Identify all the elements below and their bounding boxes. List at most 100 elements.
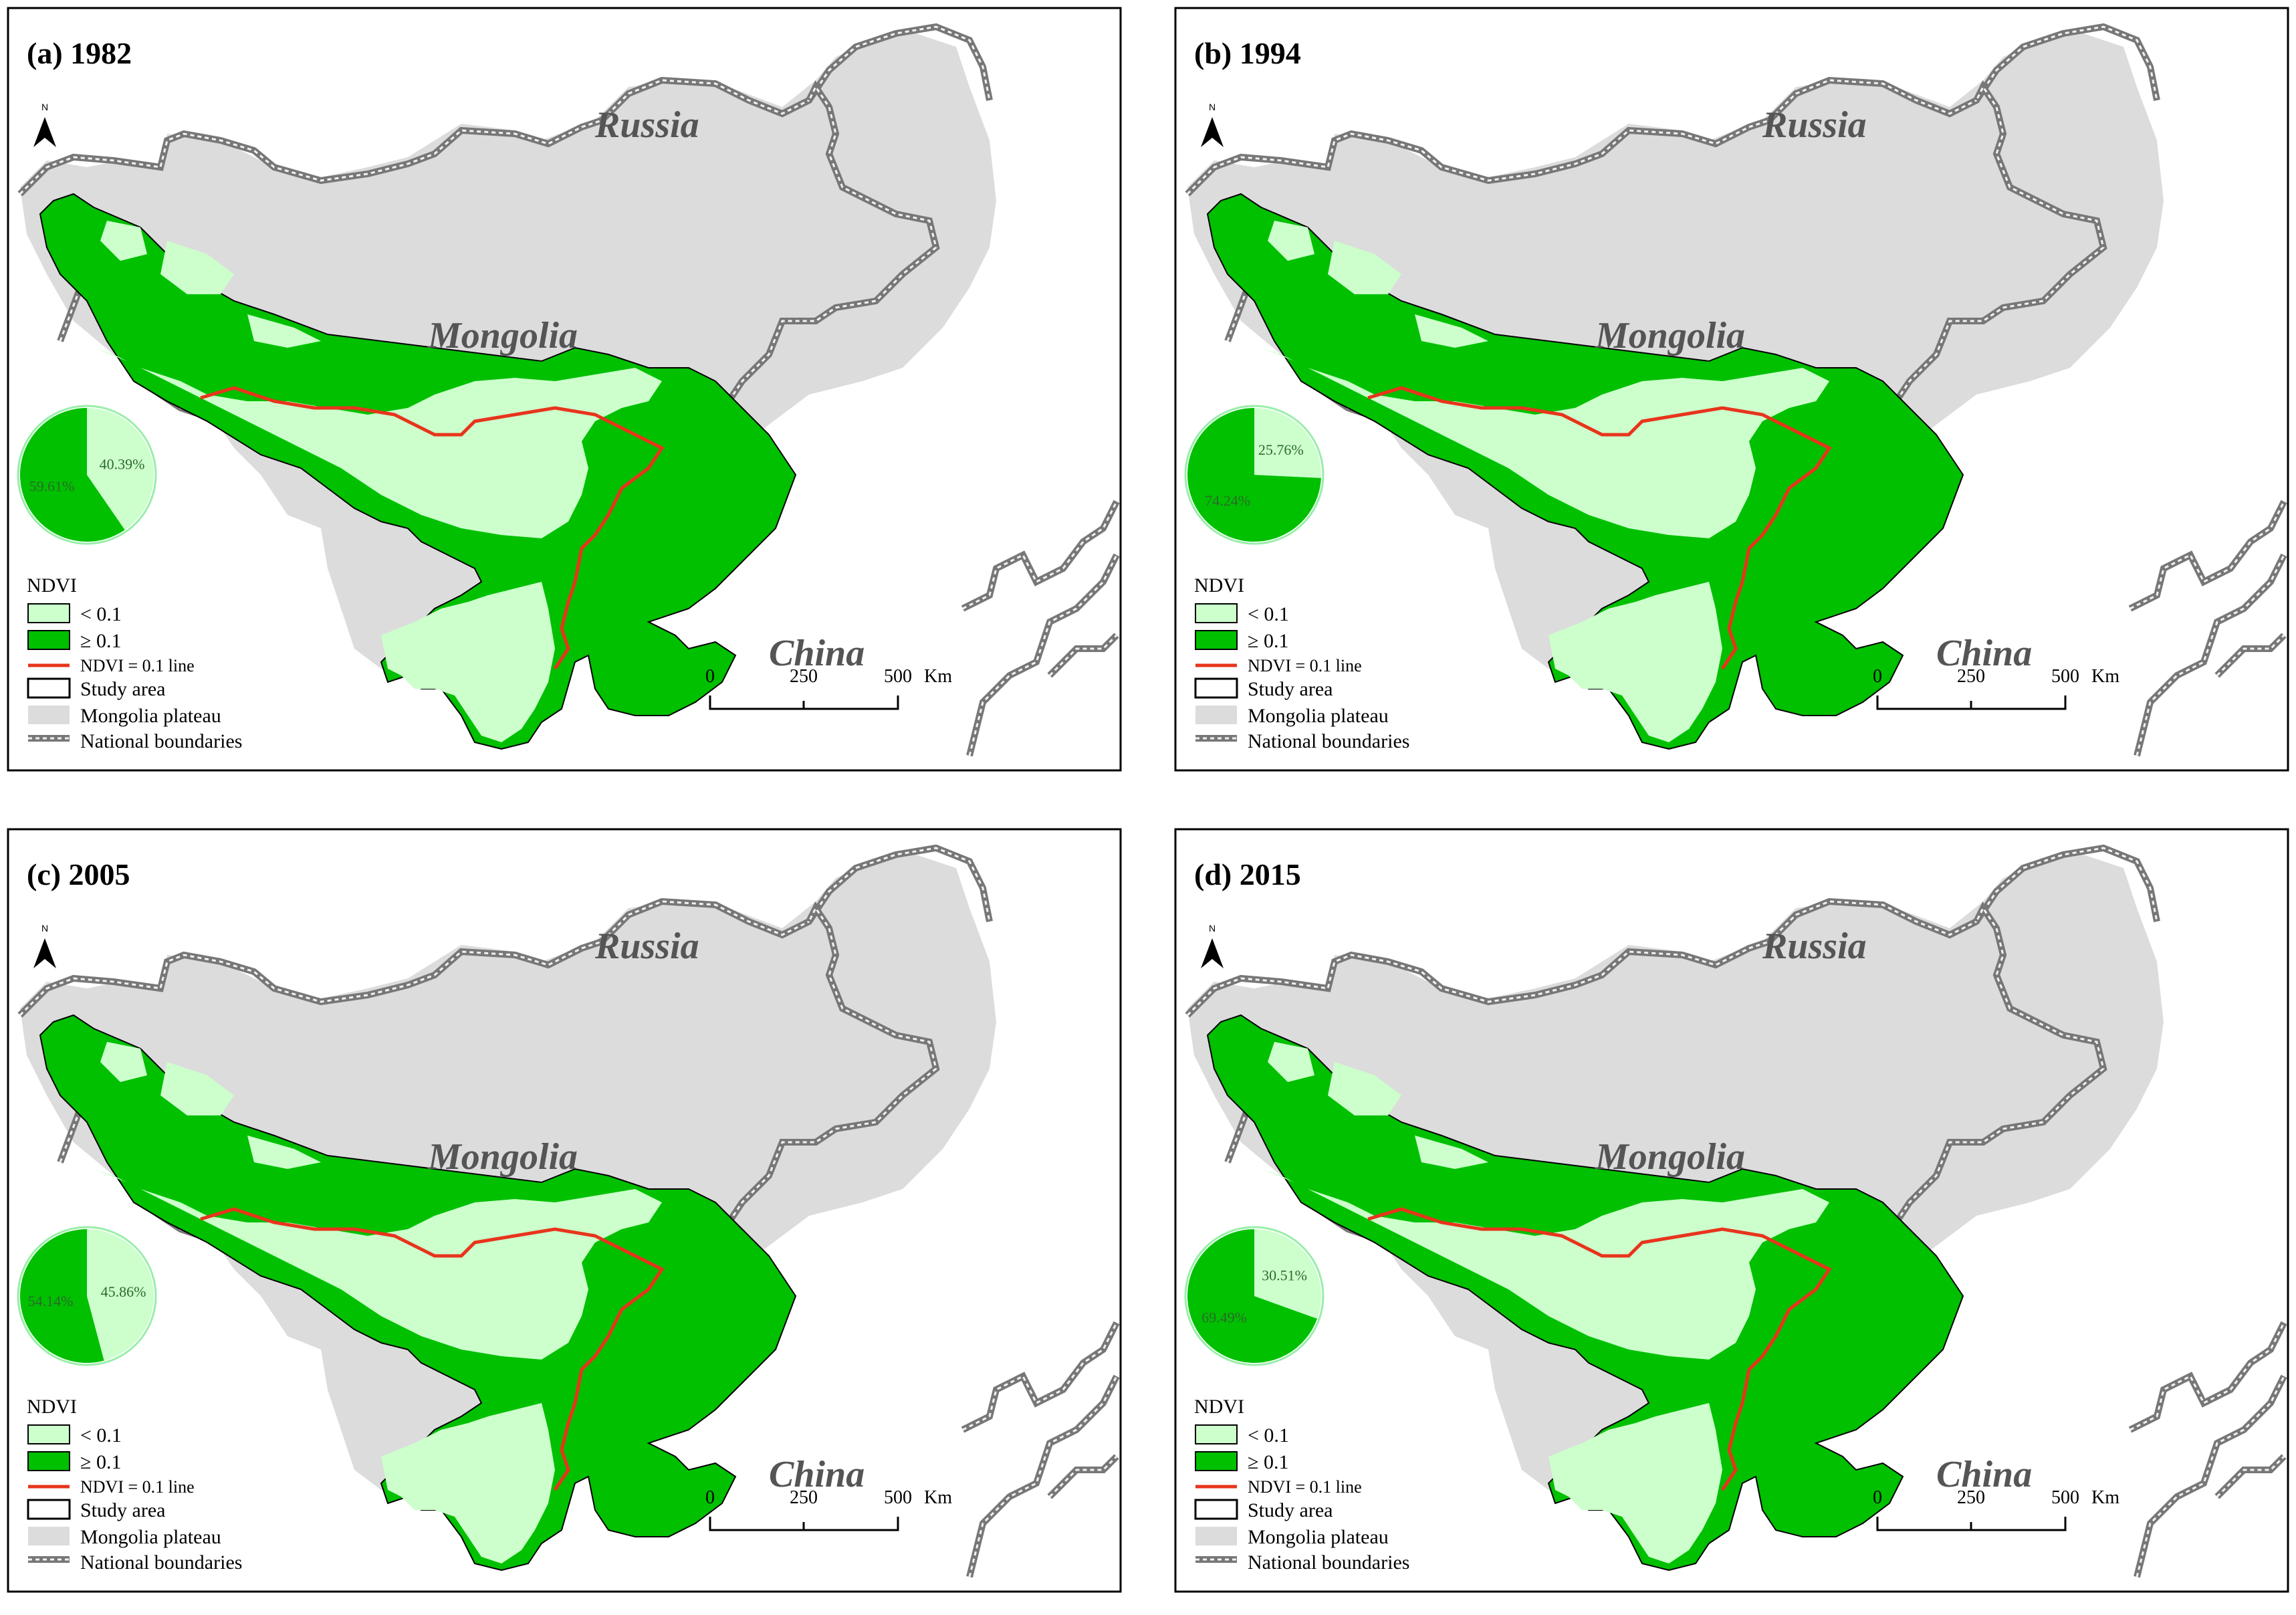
pie-label-high: 74.24%	[1205, 492, 1250, 509]
legend-study-label: Study area	[80, 678, 165, 700]
legend-high-swatch	[1195, 1451, 1238, 1471]
label-russia: Russia	[1762, 104, 1867, 146]
mongolia-plateau-area	[1187, 855, 2164, 1497]
mongolia-plateau-area	[1187, 33, 2164, 675]
legend-boundary-label: National boundaries	[1248, 730, 1409, 752]
north-arrow-icon	[1201, 117, 1224, 147]
pie-slice-high	[1187, 1229, 1318, 1363]
scale-unit: Km	[2091, 666, 2119, 687]
legend-plateau-swatch	[1195, 706, 1237, 724]
legend-title: NDVI	[1194, 1396, 1244, 1418]
scale-tick-500: 500	[2051, 1487, 2079, 1508]
map-svg: Russia Mongolia China (d) 2015 N 30.51% …	[1174, 828, 2289, 1593]
nw-low-patches	[1268, 221, 1488, 348]
legend-title: NDVI	[27, 574, 77, 597]
legend-boundary-label: National boundaries	[80, 730, 242, 752]
legend-plateau-label: Mongolia plateau	[1248, 705, 1389, 727]
north-arrow-icon	[1201, 938, 1224, 968]
scale-bar-line	[1876, 1517, 2067, 1531]
legend-high-swatch	[27, 1451, 70, 1471]
inner-mongolia-low-area	[381, 582, 555, 742]
inner-mongolia-low-area	[1548, 582, 1722, 742]
scale-unit: Km	[2091, 1487, 2119, 1508]
north-arrow: N	[33, 923, 56, 968]
scale-unit: Km	[924, 666, 952, 687]
north-label: N	[41, 923, 48, 934]
legend-plateau-label: Mongolia plateau	[1248, 1526, 1389, 1548]
inner-mongolia-low-area	[1548, 1403, 1722, 1564]
scale-tick-500: 500	[2051, 666, 2079, 687]
scale-tick-500: 500	[884, 1487, 912, 1508]
label-mongolia: Mongolia	[1595, 315, 1745, 356]
legend: NDVI < 0.1 ≥ 0.1 NDVI = 0.1 line Study a…	[1194, 1396, 1409, 1574]
label-china: China	[769, 1454, 865, 1495]
legend-plateau-label: Mongolia plateau	[80, 1526, 221, 1548]
legend-line-label: NDVI = 0.1 line	[1248, 656, 1362, 675]
label-mongolia: Mongolia	[427, 315, 578, 356]
scale-bar-line	[709, 1517, 899, 1531]
label-russia: Russia	[594, 926, 699, 967]
north-label: N	[1209, 923, 1216, 934]
map-panel-d: Russia Mongolia China (d) 2015 N 30.51% …	[1174, 828, 2289, 1593]
nw-low-patches	[1268, 1042, 1488, 1169]
map-panel-b: Russia Mongolia China (b) 1994 N 25.76% …	[1174, 7, 2289, 772]
map-svg: Russia Mongolia China (b) 1994 N 25.76% …	[1174, 7, 2289, 772]
legend-study-label: Study area	[1248, 678, 1333, 700]
legend: NDVI < 0.1 ≥ 0.1 NDVI = 0.1 line Study a…	[27, 1396, 242, 1574]
map-svg: Russia Mongolia China (a) 1982 N 40.39% …	[7, 7, 1122, 772]
scale-bar: 0 250 500 Km	[705, 1487, 952, 1531]
pie-label-low: 40.39%	[100, 456, 145, 473]
north-label: N	[1209, 102, 1216, 112]
ndvi-line	[1367, 386, 1832, 670]
legend-low-label: < 0.1	[80, 1424, 122, 1446]
scale-tick-0: 0	[1873, 1487, 1882, 1508]
study-area	[39, 193, 797, 750]
legend-plateau-swatch	[28, 706, 70, 724]
scale-tick-500: 500	[884, 666, 912, 687]
label-china: China	[1936, 633, 2032, 674]
pie-slice-high	[20, 408, 125, 542]
pie-label-low: 30.51%	[1262, 1267, 1307, 1283]
ndvi-line	[1367, 1207, 1832, 1491]
ndvi-line	[200, 1207, 665, 1491]
legend-low-label: < 0.1	[80, 603, 122, 625]
legend-low-swatch	[1195, 603, 1238, 623]
legend-study-swatch	[1194, 1499, 1238, 1520]
scale-tick-0: 0	[705, 666, 715, 687]
scale-bar-line	[709, 695, 899, 710]
map-svg: Russia Mongolia China (c) 2005 N 45.86% …	[7, 828, 1122, 1593]
legend-high-label: ≥ 0.1	[1248, 630, 1288, 652]
legend-line-label: NDVI = 0.1 line	[1248, 1477, 1362, 1497]
scale-tick-250: 250	[790, 1487, 818, 1508]
pie-slice-low	[1254, 1229, 1322, 1319]
legend-low-swatch	[27, 1424, 70, 1444]
legend-study-label: Study area	[1248, 1499, 1333, 1521]
scale-unit: Km	[924, 1487, 952, 1508]
scale-tick-250: 250	[790, 666, 818, 687]
legend-high-label: ≥ 0.1	[80, 630, 121, 652]
map-panel-c: Russia Mongolia China (c) 2005 N 45.86% …	[7, 828, 1122, 1593]
legend-low-label: < 0.1	[1248, 603, 1289, 625]
legend-boundary-label: National boundaries	[80, 1551, 242, 1574]
pie-chart: 30.51% 69.49%	[1184, 1226, 1325, 1366]
label-russia: Russia	[594, 104, 699, 146]
north-arrow-icon	[33, 938, 56, 968]
legend-low-swatch	[27, 603, 70, 623]
pie-slice-high	[20, 1229, 104, 1363]
pie-chart: 25.76% 74.24%	[1184, 405, 1325, 545]
label-mongolia: Mongolia	[427, 1136, 578, 1178]
legend-high-label: ≥ 0.1	[80, 1451, 121, 1473]
map-panel-a: Russia Mongolia China (a) 1982 N 40.39% …	[7, 7, 1122, 772]
legend-plateau-swatch	[28, 1527, 70, 1545]
pie-label-low: 45.86%	[101, 1283, 146, 1300]
legend-high-swatch	[27, 630, 70, 650]
legend-low-swatch	[1195, 1424, 1238, 1444]
legend-study-swatch	[27, 677, 71, 699]
legend-study-label: Study area	[80, 1499, 165, 1521]
study-area	[39, 1014, 797, 1572]
north-arrow: N	[33, 102, 56, 147]
legend-plateau-label: Mongolia plateau	[80, 705, 221, 727]
scale-tick-250: 250	[1957, 1487, 1985, 1508]
pie-label-high: 54.14%	[28, 1293, 74, 1309]
legend-high-swatch	[1195, 630, 1238, 650]
